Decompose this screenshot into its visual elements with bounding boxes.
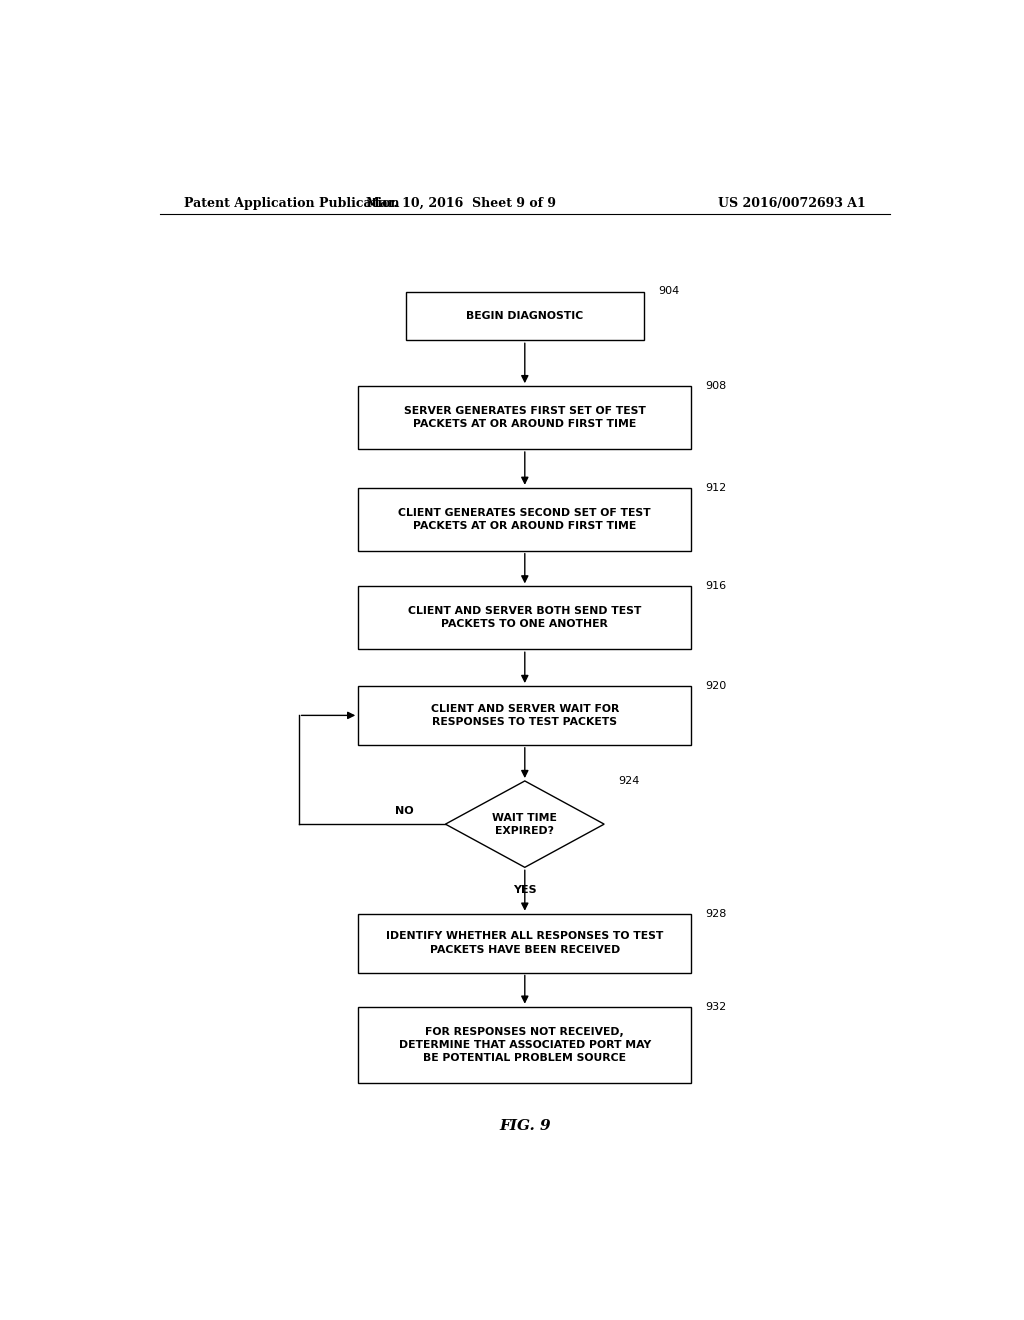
Text: SERVER GENERATES FIRST SET OF TEST
PACKETS AT OR AROUND FIRST TIME: SERVER GENERATES FIRST SET OF TEST PACKE… bbox=[403, 407, 646, 429]
FancyBboxPatch shape bbox=[358, 1007, 691, 1082]
Text: WAIT TIME
EXPIRED?: WAIT TIME EXPIRED? bbox=[493, 813, 557, 836]
Text: 912: 912 bbox=[706, 483, 727, 492]
FancyBboxPatch shape bbox=[358, 586, 691, 649]
Polygon shape bbox=[445, 781, 604, 867]
Text: 928: 928 bbox=[706, 908, 727, 919]
Text: FIG. 9: FIG. 9 bbox=[499, 1119, 551, 1133]
Text: 908: 908 bbox=[706, 381, 727, 391]
Text: Mar. 10, 2016  Sheet 9 of 9: Mar. 10, 2016 Sheet 9 of 9 bbox=[367, 197, 556, 210]
FancyBboxPatch shape bbox=[358, 487, 691, 550]
Text: CLIENT AND SERVER WAIT FOR
RESPONSES TO TEST PACKETS: CLIENT AND SERVER WAIT FOR RESPONSES TO … bbox=[431, 704, 618, 727]
Text: BEGIN DIAGNOSTIC: BEGIN DIAGNOSTIC bbox=[466, 312, 584, 321]
Text: Patent Application Publication: Patent Application Publication bbox=[183, 197, 399, 210]
FancyBboxPatch shape bbox=[358, 686, 691, 744]
Text: 904: 904 bbox=[658, 286, 679, 297]
Text: YES: YES bbox=[513, 884, 537, 895]
Text: 920: 920 bbox=[706, 681, 727, 690]
FancyBboxPatch shape bbox=[406, 292, 644, 341]
FancyBboxPatch shape bbox=[358, 385, 691, 449]
Text: IDENTIFY WHETHER ALL RESPONSES TO TEST
PACKETS HAVE BEEN RECEIVED: IDENTIFY WHETHER ALL RESPONSES TO TEST P… bbox=[386, 932, 664, 954]
Text: US 2016/0072693 A1: US 2016/0072693 A1 bbox=[718, 197, 866, 210]
Text: 932: 932 bbox=[706, 1002, 727, 1011]
Text: 916: 916 bbox=[706, 581, 727, 591]
Text: FOR RESPONSES NOT RECEIVED,
DETERMINE THAT ASSOCIATED PORT MAY
BE POTENTIAL PROB: FOR RESPONSES NOT RECEIVED, DETERMINE TH… bbox=[398, 1027, 651, 1063]
FancyBboxPatch shape bbox=[358, 913, 691, 973]
Text: CLIENT AND SERVER BOTH SEND TEST
PACKETS TO ONE ANOTHER: CLIENT AND SERVER BOTH SEND TEST PACKETS… bbox=[409, 606, 641, 630]
Text: CLIENT GENERATES SECOND SET OF TEST
PACKETS AT OR AROUND FIRST TIME: CLIENT GENERATES SECOND SET OF TEST PACK… bbox=[398, 508, 651, 531]
Text: 924: 924 bbox=[618, 776, 640, 785]
Text: NO: NO bbox=[395, 807, 414, 816]
